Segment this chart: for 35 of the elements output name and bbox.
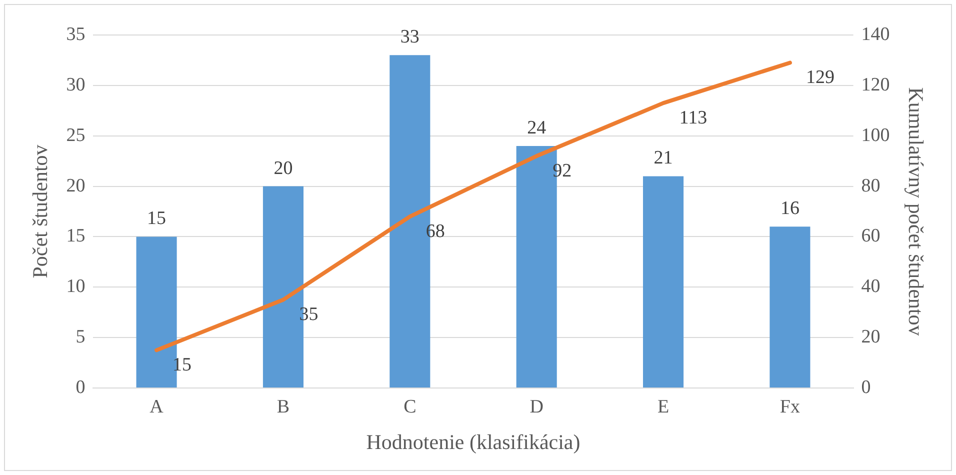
y-tick-label: 10 xyxy=(66,276,86,298)
x-tick-label: E xyxy=(657,396,670,418)
y-tick-label: 20 xyxy=(66,175,86,196)
bar xyxy=(643,176,684,388)
y2-tick-label: 20 xyxy=(861,326,880,348)
data-label: 24 xyxy=(527,117,547,138)
x-tick-label: B xyxy=(276,396,290,418)
y-axis-title: Počet študentov xyxy=(28,144,52,278)
data-label: 21 xyxy=(654,148,673,169)
x-tick-label: A xyxy=(150,396,164,418)
y2-tick-label: 40 xyxy=(861,276,880,298)
data-label: 129 xyxy=(806,67,834,88)
y2-tick-label: 100 xyxy=(861,124,890,146)
y2-tick-label: 60 xyxy=(861,226,880,247)
data-label: 33 xyxy=(400,26,420,48)
y2-tick-label: 0 xyxy=(861,376,871,398)
y2-tick-label: 120 xyxy=(861,74,890,96)
y-tick-label: 5 xyxy=(76,326,86,348)
y-tick-label: 0 xyxy=(76,376,86,398)
y2-axis-title: Kumulatívny počet študentov xyxy=(904,87,928,336)
bar xyxy=(770,226,810,388)
y-tick-label: 35 xyxy=(66,24,86,45)
x-tick-label: C xyxy=(404,396,416,418)
y-tick-label: 25 xyxy=(66,124,86,146)
data-label: 15 xyxy=(147,208,166,230)
data-label: 20 xyxy=(274,158,293,179)
x-tick-label: D xyxy=(530,396,544,418)
y2-tick-label: 140 xyxy=(861,24,890,45)
x-tick-label: Fx xyxy=(780,396,800,418)
data-label: 113 xyxy=(679,108,708,129)
data-label: 16 xyxy=(780,198,800,220)
x-axis-title: Hodnotenie (klasifikácia) xyxy=(366,430,580,454)
y-tick-label: 15 xyxy=(66,226,86,247)
y-tick-label: 30 xyxy=(66,74,86,96)
y2-tick-label: 80 xyxy=(861,175,880,196)
